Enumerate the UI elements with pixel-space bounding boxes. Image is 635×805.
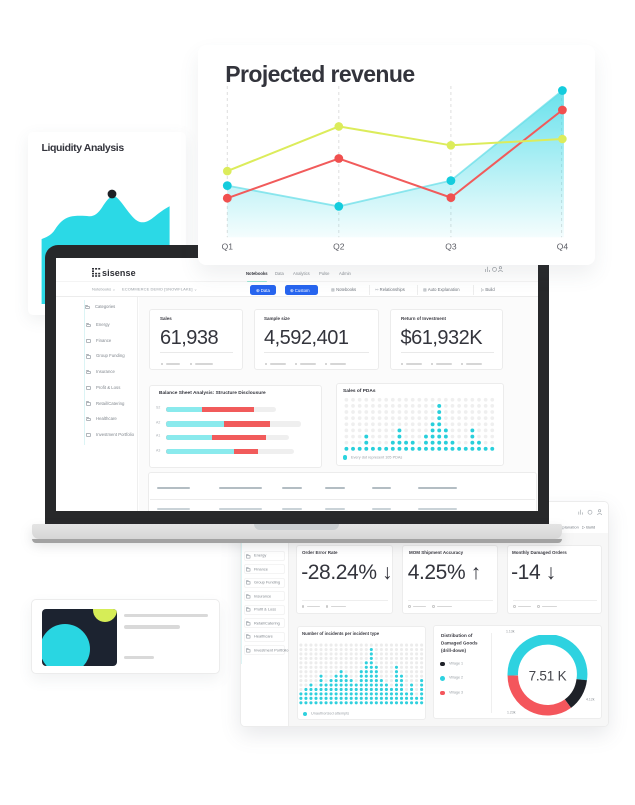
svg-text:7.51 K: 7.51 K [529,669,567,684]
svg-text:Q1: Q1 [221,242,233,252]
svg-text:Q2: Q2 [333,242,345,252]
svg-text:Q4: Q4 [557,242,569,252]
svg-text:Q3: Q3 [445,242,457,252]
